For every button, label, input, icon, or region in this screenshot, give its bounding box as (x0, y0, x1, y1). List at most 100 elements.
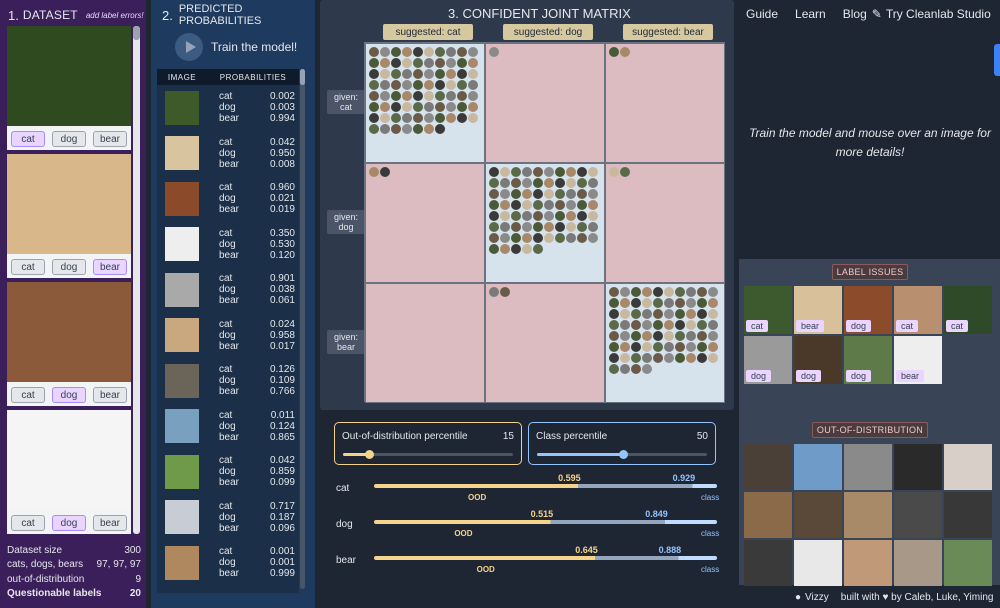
play-icon[interactable] (175, 33, 203, 61)
nav-blog[interactable]: Blog (842, 7, 867, 21)
matrix-image-dot[interactable] (555, 200, 565, 210)
matrix-image-dot[interactable] (468, 102, 478, 112)
ood-image-card[interactable] (794, 444, 842, 490)
matrix-image-dot[interactable] (697, 298, 707, 308)
matrix-image-dot[interactable] (500, 233, 510, 243)
matrix-image-dot[interactable] (642, 287, 652, 297)
matrix-image-dot[interactable] (489, 287, 499, 297)
matrix-image-dot[interactable] (544, 200, 554, 210)
matrix-image-dot[interactable] (369, 80, 379, 90)
matrix-image-dot[interactable] (697, 331, 707, 341)
matrix-image-dot[interactable] (511, 211, 521, 221)
matrix-image-dot[interactable] (413, 80, 423, 90)
ood-image-card[interactable] (944, 540, 992, 586)
matrix-image-dot[interactable] (686, 342, 696, 352)
matrix-image-dot[interactable] (391, 80, 401, 90)
dataset-list[interactable]: cat dog bear cat dog bear cat dog bear cat dog bear (7, 26, 131, 534)
matrix-image-dot[interactable] (468, 69, 478, 79)
matrix-image-dot[interactable] (424, 102, 434, 112)
matrix-image-dot[interactable] (380, 80, 390, 90)
matrix-image-dot[interactable] (631, 298, 641, 308)
ood-image-card[interactable] (844, 540, 892, 586)
matrix-image-dot[interactable] (664, 309, 674, 319)
matrix-image-dot[interactable] (413, 47, 423, 57)
matrix-image-dot[interactable] (555, 211, 565, 221)
matrix-image-dot[interactable] (675, 287, 685, 297)
matrix-image-dot[interactable] (653, 287, 663, 297)
matrix-image-dot[interactable] (468, 47, 478, 57)
probability-row[interactable]: cat 0.024 dog 0.958 bear 0.017 (157, 313, 299, 359)
matrix-image-dot[interactable] (468, 113, 478, 123)
matrix-cell[interactable] (365, 43, 485, 163)
matrix-image-dot[interactable] (435, 69, 445, 79)
label-issue-card[interactable]: dog (744, 336, 792, 384)
matrix-image-dot[interactable] (424, 69, 434, 79)
matrix-image-dot[interactable] (533, 211, 543, 221)
matrix-image-dot[interactable] (675, 342, 685, 352)
matrix-image-dot[interactable] (609, 320, 619, 330)
matrix-image-dot[interactable] (435, 58, 445, 68)
matrix-image-dot[interactable] (435, 47, 445, 57)
matrix-image-dot[interactable] (631, 287, 641, 297)
dataset-card[interactable]: cat dog bear (7, 154, 131, 278)
label-button-dog[interactable]: dog (52, 515, 86, 531)
matrix-image-dot[interactable] (380, 113, 390, 123)
label-issue-card[interactable]: cat (744, 286, 792, 334)
probability-row[interactable]: cat 0.960 dog 0.021 bear 0.019 (157, 176, 299, 222)
matrix-image-dot[interactable] (555, 167, 565, 177)
label-button-cat[interactable]: cat (11, 131, 45, 147)
matrix-image-dot[interactable] (489, 167, 499, 177)
probability-row[interactable]: cat 0.350 dog 0.530 bear 0.120 (157, 222, 299, 268)
matrix-image-dot[interactable] (391, 113, 401, 123)
matrix-cell[interactable] (485, 43, 605, 163)
matrix-image-dot[interactable] (609, 287, 619, 297)
matrix-image-dot[interactable] (468, 58, 478, 68)
nav-learn[interactable]: Learn (795, 7, 826, 21)
matrix-image-dot[interactable] (620, 298, 630, 308)
matrix-image-dot[interactable] (457, 58, 467, 68)
probabilities-scroll-thumb[interactable] (300, 69, 305, 85)
matrix-image-dot[interactable] (609, 47, 619, 57)
matrix-image-dot[interactable] (566, 189, 576, 199)
matrix-image-dot[interactable] (391, 102, 401, 112)
matrix-image-dot[interactable] (457, 113, 467, 123)
matrix-cell[interactable] (365, 283, 485, 403)
label-issue-card[interactable]: cat (944, 286, 992, 334)
matrix-image-dot[interactable] (369, 58, 379, 68)
label-issue-card[interactable]: bear (794, 286, 842, 334)
label-issue-card[interactable]: bear (894, 336, 942, 384)
matrix-image-dot[interactable] (489, 200, 499, 210)
matrix-image-dot[interactable] (544, 189, 554, 199)
side-toggle-tab[interactable] (994, 44, 1000, 76)
matrix-image-dot[interactable] (522, 189, 532, 199)
matrix-image-dot[interactable] (708, 331, 718, 341)
matrix-image-dot[interactable] (664, 298, 674, 308)
label-button-cat[interactable]: cat (11, 387, 45, 403)
matrix-image-dot[interactable] (533, 222, 543, 232)
matrix-image-dot[interactable] (522, 211, 532, 221)
matrix-image-dot[interactable] (653, 353, 663, 363)
matrix-image-dot[interactable] (446, 91, 456, 101)
matrix-image-dot[interactable] (533, 244, 543, 254)
matrix-image-dot[interactable] (402, 113, 412, 123)
class-slider-handle[interactable] (619, 450, 628, 459)
matrix-cell[interactable] (605, 283, 725, 403)
matrix-image-dot[interactable] (620, 309, 630, 319)
matrix-image-dot[interactable] (675, 298, 685, 308)
matrix-image-dot[interactable] (369, 91, 379, 101)
matrix-image-dot[interactable] (413, 102, 423, 112)
matrix-cell[interactable] (485, 283, 605, 403)
matrix-image-dot[interactable] (435, 80, 445, 90)
matrix-image-dot[interactable] (424, 124, 434, 134)
probability-row[interactable]: cat 0.126 dog 0.109 bear 0.766 (157, 358, 299, 404)
matrix-image-dot[interactable] (566, 222, 576, 232)
matrix-image-dot[interactable] (686, 331, 696, 341)
matrix-image-dot[interactable] (675, 309, 685, 319)
matrix-image-dot[interactable] (380, 69, 390, 79)
probability-row[interactable]: cat 0.717 dog 0.187 bear 0.096 (157, 495, 299, 541)
matrix-image-dot[interactable] (380, 124, 390, 134)
matrix-image-dot[interactable] (577, 167, 587, 177)
ood-image-card[interactable] (844, 492, 892, 538)
matrix-image-dot[interactable] (380, 58, 390, 68)
footer-vizzy-link[interactable]: Vizzy (805, 592, 829, 603)
